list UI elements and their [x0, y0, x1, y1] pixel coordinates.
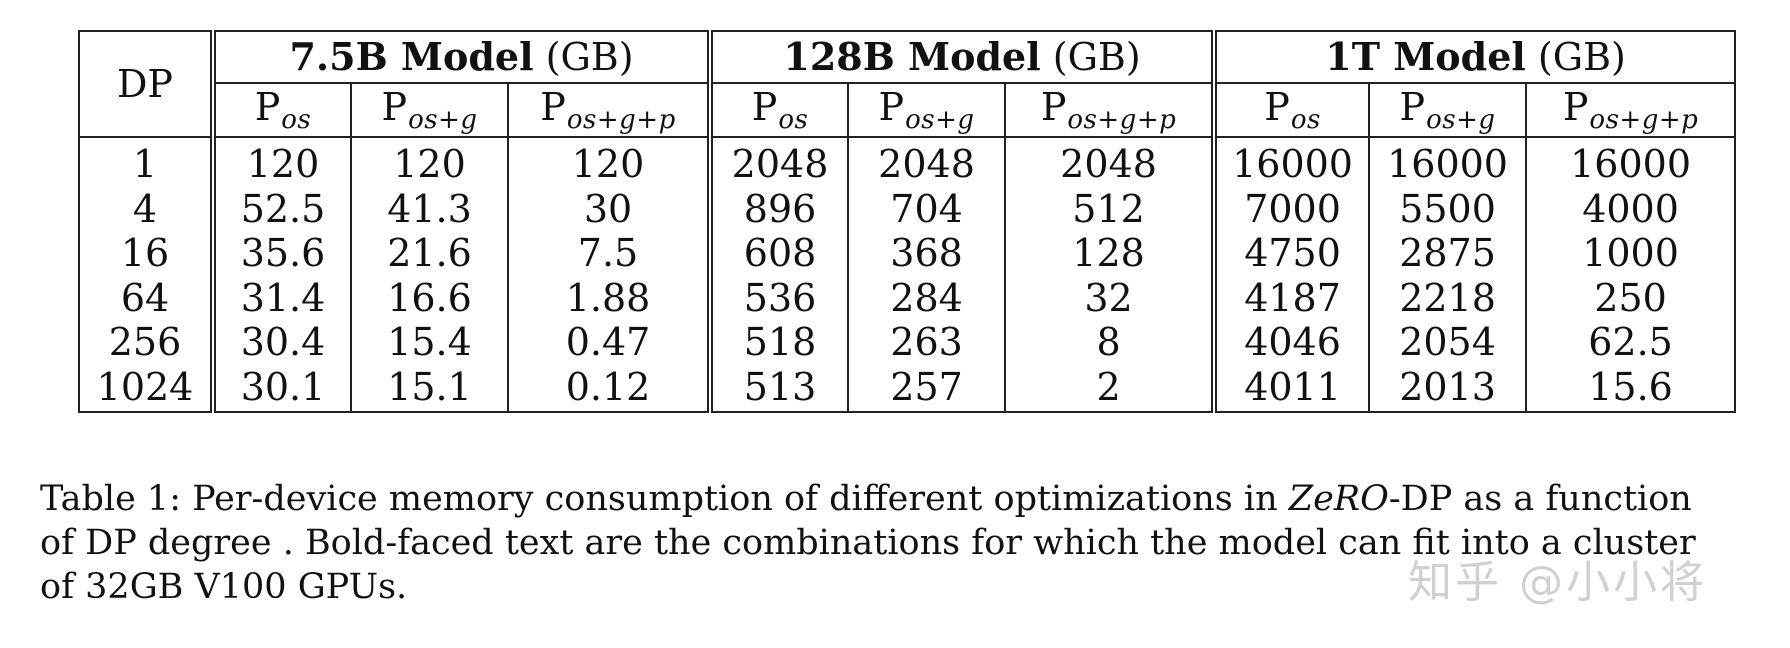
memory-cell: 16000 [1214, 137, 1371, 187]
subheader-pos-g-p: Pos+g+p [1005, 83, 1218, 138]
memory-cell: 518 [710, 320, 850, 365]
memory-cell: 21.6 [351, 231, 509, 276]
memory-cell: 30 [508, 186, 714, 231]
memory-cell: 16000 [1369, 137, 1528, 187]
memory-cell: 512 [1005, 186, 1218, 231]
memory-cell: 2048 [1005, 137, 1218, 187]
memory-cell: 7.5 [508, 231, 714, 276]
memory-cell: 0.47 [508, 320, 714, 365]
dp-value: 16 [79, 231, 216, 276]
memory-cell: 2 [1005, 364, 1218, 412]
memory-cell: 4187 [1214, 275, 1371, 320]
memory-cell: 1.88 [508, 275, 714, 320]
table-caption: Table 1: Per-device memory consumption o… [40, 477, 1760, 609]
subheader-pos: Pos [1214, 83, 1371, 138]
memory-cell: 31.4 [213, 275, 352, 320]
caption-line-3: of 32GB V100 GPUs. [40, 567, 408, 607]
table-row: 1024 30.1 15.1 0.12 513 257 2 4011 2013 15.6 [79, 364, 1735, 412]
group-name: 1T Model [1325, 34, 1526, 79]
memory-cell: 263 [848, 320, 1007, 365]
dp-column-header: DP [79, 31, 216, 138]
memory-cell: 120 [351, 137, 509, 187]
memory-cell: 4046 [1214, 320, 1371, 365]
group-name: 7.5B Model [289, 34, 534, 79]
group-header-7-5b: 7.5B Model (GB) [213, 31, 714, 84]
memory-cell: 16000 [1570, 142, 1691, 187]
memory-cell: 257 [848, 364, 1007, 412]
table-row: 256 30.4 15.4 0.47 518 263 8 4046 2054 62.5 [79, 320, 1735, 365]
memory-cell: 120 [508, 137, 714, 187]
memory-cell: 128 [1005, 231, 1218, 276]
table-row: 64 31.4 16.6 1.88 536 284 32 4187 2218 250 [79, 275, 1735, 320]
memory-table-container: DP 7.5B Model (GB) 128B Model (GB) 1T Mo… [78, 30, 1737, 413]
memory-cell: 8 [1005, 320, 1218, 365]
memory-cell: 15.4 [351, 320, 509, 365]
subheader-pos-g: Pos+g [351, 83, 509, 138]
dp-value: 256 [79, 320, 216, 365]
subheader-pos-g: Pos+g [1369, 83, 1528, 138]
group-unit: (GB) [1052, 35, 1141, 79]
memory-cell: 30.1 [213, 364, 352, 412]
table-row: 1 120 120 120 2048 2048 2048 16000 16000 16000 [79, 137, 1735, 187]
table-row: 4 52.5 41.3 30 896 704 512 7000 5500 4000 [79, 186, 1735, 231]
memory-consumption-table: DP 7.5B Model (GB) 128B Model (GB) 1T Mo… [78, 30, 1737, 413]
memory-cell: 32 [1005, 275, 1218, 320]
memory-cell: 120 [213, 137, 352, 187]
memory-cell: 2013 [1369, 364, 1528, 412]
dp-value: 64 [79, 275, 216, 320]
memory-cell: 4000 [1582, 186, 1679, 231]
memory-cell: 513 [710, 364, 850, 412]
table-row: 16 35.6 21.6 7.5 608 368 128 4750 2875 1000 [79, 231, 1735, 276]
subheader-pos-g-p: Pos+g+p [1526, 83, 1736, 138]
memory-cell: 35.6 [213, 231, 352, 276]
memory-cell: 2048 [848, 137, 1007, 187]
group-unit: (GB) [545, 35, 634, 79]
group-header-1t: 1T Model (GB) [1214, 31, 1736, 84]
memory-cell: 2218 [1369, 275, 1528, 320]
group-header-128b: 128B Model (GB) [710, 31, 1218, 84]
caption-line-2: of DP degree . Bold-faced text are the c… [40, 523, 1696, 563]
memory-cell: 7000 [1214, 186, 1371, 231]
memory-cell: 15.1 [351, 364, 509, 412]
caption-line-1: Table 1: Per-device memory consumption o… [40, 479, 1692, 519]
memory-cell: 62.5 [1588, 320, 1673, 365]
memory-cell: 52.5 [213, 186, 352, 231]
memory-cell: 4750 [1214, 231, 1371, 276]
subheader-pos: Pos [710, 83, 850, 138]
zero-name: ZeRO [1288, 479, 1389, 519]
memory-cell: 704 [848, 186, 1007, 231]
dp-value: 1024 [79, 364, 216, 412]
memory-cell: 4011 [1214, 364, 1371, 412]
memory-cell: 608 [710, 231, 850, 276]
memory-cell: 16.6 [351, 275, 509, 320]
group-unit: (GB) [1537, 35, 1626, 79]
memory-cell: 30.4 [213, 320, 352, 365]
memory-cell: 41.3 [351, 186, 509, 231]
dp-value: 4 [79, 186, 216, 231]
memory-cell: 5500 [1369, 186, 1528, 231]
subheader-pos-g-p: Pos+g+p [508, 83, 714, 138]
memory-cell: 2875 [1369, 231, 1528, 276]
subheader-pos: Pos [213, 83, 352, 138]
dp-value: 1 [79, 137, 216, 187]
memory-cell: 536 [710, 275, 850, 320]
memory-cell: 896 [710, 186, 850, 231]
subheader-pos-g: Pos+g [848, 83, 1007, 138]
memory-cell: 1000 [1582, 231, 1679, 276]
memory-cell: 2048 [710, 137, 850, 187]
memory-cell: 2054 [1369, 320, 1528, 365]
memory-cell: 15.6 [1588, 364, 1673, 409]
memory-cell: 0.12 [508, 364, 714, 412]
group-name: 128B Model [783, 34, 1041, 79]
memory-cell: 250 [1594, 275, 1667, 320]
memory-cell: 368 [848, 231, 1007, 276]
table-body: 1 120 120 120 2048 2048 2048 16000 16000 16000 4 52… [79, 137, 1735, 412]
memory-cell: 284 [848, 275, 1007, 320]
